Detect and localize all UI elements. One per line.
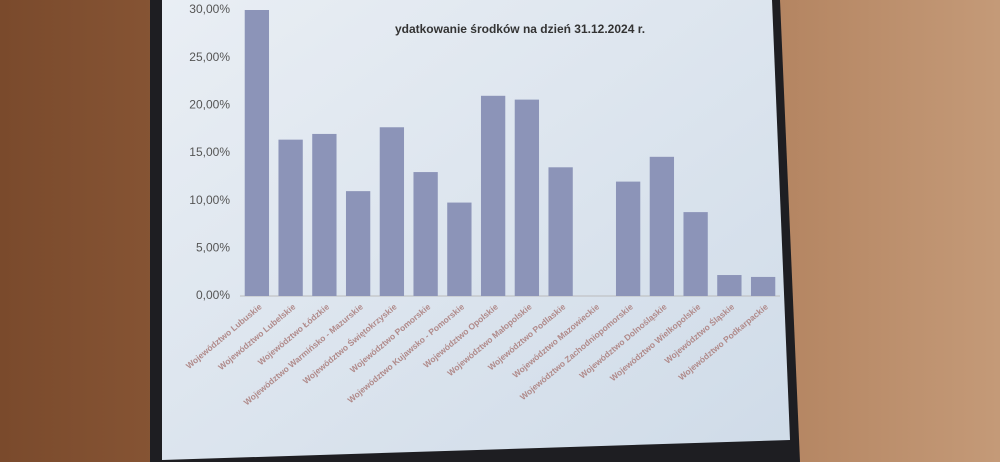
bar (750, 276, 776, 296)
bar (615, 181, 641, 296)
bar (514, 99, 540, 296)
y-tick-label: 0,00% (196, 288, 230, 302)
bar (548, 167, 573, 296)
bar (278, 139, 303, 296)
y-tick-label: 5,00% (196, 241, 230, 255)
bar (447, 202, 472, 296)
chart-title: ydatkowanie środków na dzień 31.12.2024 … (395, 22, 645, 36)
bar (649, 156, 675, 296)
y-tick-label: 15,00% (189, 145, 230, 159)
bar (345, 191, 371, 296)
bar (717, 275, 742, 296)
bar (480, 95, 506, 296)
y-tick-label: 10,00% (189, 193, 230, 207)
bar (379, 127, 405, 296)
bar (413, 172, 438, 296)
y-tick-label: 25,00% (189, 50, 230, 64)
bar (312, 133, 337, 296)
y-tick-label: 20,00% (189, 98, 230, 112)
screen (162, 0, 790, 460)
bar (244, 10, 270, 296)
bar (683, 212, 708, 296)
y-tick-label: 30,00% (189, 2, 230, 16)
